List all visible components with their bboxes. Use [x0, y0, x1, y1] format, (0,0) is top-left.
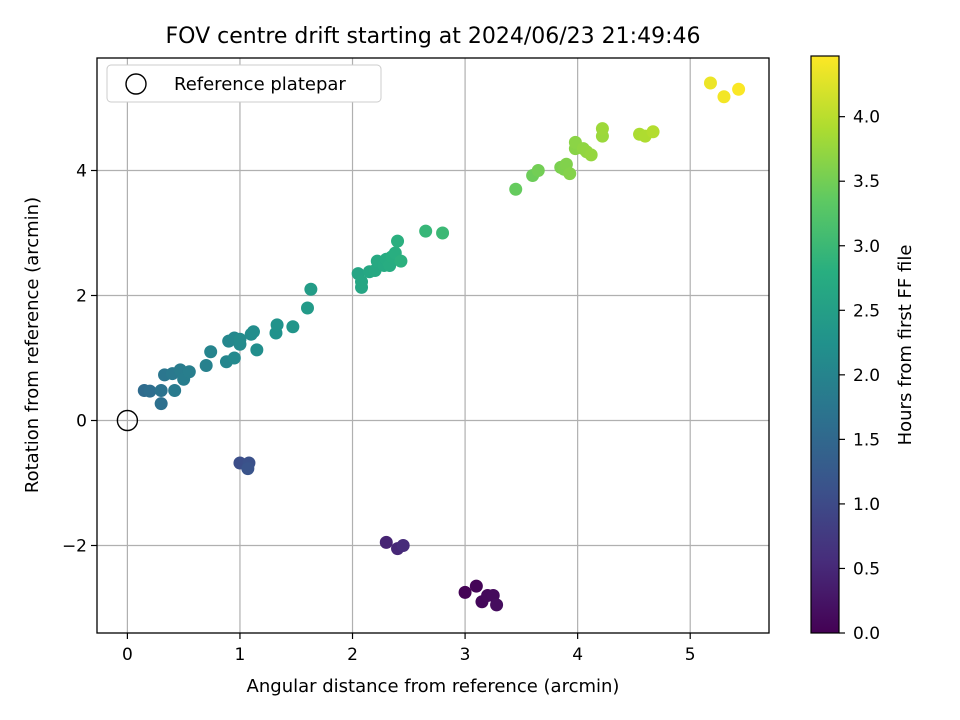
data-point	[646, 125, 660, 139]
colorbar: 0.0 0.5 1.0 1.5 2.0 2.5 3.0 3.5 4.0 Hours from f…	[810, 55, 916, 644]
x-tick-label: 5	[685, 645, 696, 665]
data-point	[469, 579, 483, 593]
x-axis-label: Angular distance from reference (arcmin)	[247, 676, 620, 697]
x-tick-label: 1	[235, 645, 246, 665]
colorbar-tick-label: 0.5	[853, 559, 880, 579]
data-point	[394, 254, 408, 268]
colorbar-tick-label: 0.0	[853, 624, 880, 644]
y-tick-label: −2	[62, 537, 87, 557]
data-point	[419, 224, 433, 238]
data-point	[199, 359, 213, 372]
data-point	[391, 234, 405, 248]
colorbar-tick-label: 2.0	[853, 366, 880, 386]
data-point	[379, 535, 393, 549]
data-point	[458, 585, 472, 599]
data-point	[286, 320, 300, 334]
data-point	[584, 148, 598, 162]
legend-box	[106, 64, 382, 103]
data-point	[509, 182, 523, 196]
colorbar-tick-label: 1.0	[853, 495, 880, 515]
colorbar-ticks: 0.0 0.5 1.0 1.5 2.0 2.5 3.0 3.5 4.0	[839, 108, 880, 644]
colorbar-gradient	[811, 56, 839, 633]
legend-marker-reference	[125, 73, 147, 95]
x-tick-label: 0	[122, 645, 133, 665]
data-point	[154, 384, 168, 397]
colorbar-frame	[810, 55, 840, 634]
data-point	[241, 462, 255, 476]
data-point	[563, 167, 577, 181]
data-point	[182, 365, 196, 379]
legend-label-reference: Reference platepar	[174, 74, 346, 95]
y-axis-label: Rotation from reference (arcmin)	[22, 197, 43, 493]
y-tick-label: 0	[76, 412, 87, 432]
x-tick-label: 4	[572, 645, 583, 665]
data-point	[143, 384, 157, 398]
colorbar-label: Hours from first FF file	[895, 245, 916, 446]
reference-platepar-marker	[116, 409, 139, 432]
data-point	[490, 598, 504, 612]
data-point	[246, 325, 260, 339]
data-point	[717, 90, 731, 104]
data-point	[531, 164, 545, 177]
data-point	[396, 539, 410, 552]
colorbar-tick-label: 4.0	[853, 108, 880, 128]
data-point	[168, 384, 182, 397]
data-point	[300, 301, 314, 315]
plot-frame	[96, 57, 770, 634]
colorbar-tick-label: 1.5	[853, 430, 880, 450]
data-point	[227, 351, 241, 365]
y-tick-label: 4	[76, 162, 87, 182]
data-point	[436, 226, 450, 240]
data-points	[116, 76, 746, 612]
data-point	[355, 275, 369, 289]
data-point	[233, 332, 247, 346]
colorbar-tick-label: 3.0	[853, 237, 880, 257]
x-tick-label: 2	[347, 645, 358, 665]
legend: Reference platepar	[106, 64, 382, 103]
x-tick-label: 3	[460, 645, 471, 665]
data-point	[595, 122, 609, 136]
data-point	[204, 345, 218, 359]
colorbar-tick-label: 2.5	[853, 301, 880, 321]
chart-title: FOV centre drift starting at 2024/06/23 …	[166, 24, 701, 49]
data-point	[703, 76, 717, 90]
y-tick-label: 2	[76, 287, 87, 307]
axis-ticks: 0 1 2 3 4 5 −2 0 2 4	[62, 162, 696, 666]
data-point	[732, 82, 746, 96]
data-point	[154, 397, 168, 411]
data-point	[304, 282, 318, 296]
colorbar-tick-label: 3.5	[853, 172, 880, 192]
data-point	[250, 343, 264, 357]
data-point	[270, 318, 284, 332]
